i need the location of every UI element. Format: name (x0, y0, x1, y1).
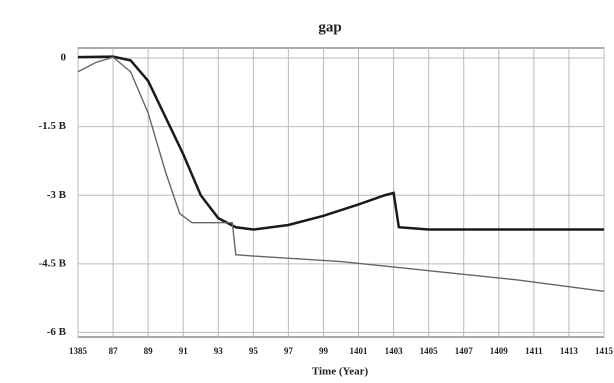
plot-area (77, 47, 605, 338)
x-tick-label: 1405 (420, 346, 439, 356)
y-tick-label: -1.5 B (39, 120, 67, 132)
x-tick-label: 97 (284, 346, 294, 356)
x-tick-label: 1403 (385, 346, 404, 356)
x-tick-label: 1407 (455, 346, 474, 356)
x-tick-label: 1409 (490, 346, 509, 356)
chart-title: gap (318, 19, 341, 35)
y-tick-label: -4.5 B (39, 257, 67, 269)
y-tick-label: -6 B (47, 326, 67, 338)
y-tick-label: 0 (61, 52, 67, 64)
x-tick-label: 95 (249, 346, 259, 356)
line (77, 56, 605, 292)
x-tick-label: 89 (144, 346, 154, 356)
x-tick-label: 93 (214, 346, 224, 356)
x-axis-label: Time (Year) (312, 366, 369, 378)
x-tick-label: 1415 (595, 346, 614, 356)
x-tick-label: 1401 (350, 346, 369, 356)
x-tick-label: 87 (109, 346, 119, 356)
line (77, 55, 604, 231)
x-tick-label: 1411 (525, 346, 543, 356)
x-tick-label: 1385 (69, 346, 88, 356)
x-tick-label: 1413 (560, 346, 579, 356)
y-tick-label: -3 B (47, 189, 67, 201)
x-tick-label: 99 (319, 346, 329, 356)
x-tick-label: 91 (179, 346, 189, 356)
